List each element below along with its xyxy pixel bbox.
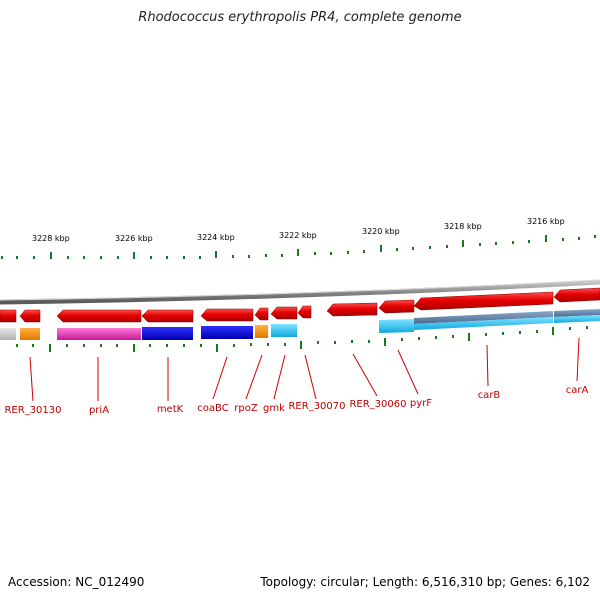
gene-label: rpoZ (234, 403, 258, 414)
genome-backbone (0, 279, 600, 305)
gene-arrow (413, 291, 554, 311)
gene-label: RER_30060 (349, 399, 406, 410)
gene-label: RER_30070 (288, 401, 345, 412)
gene-arrow (326, 302, 378, 317)
gene-labels: RER_30130 priA metK coaBC rpoZ gmk RER_3… (4, 385, 588, 416)
gene-label: carA (566, 385, 589, 396)
gene-arrow (378, 299, 415, 314)
gene-block (414, 317, 553, 330)
leader-lines (29, 337, 580, 402)
gene-arrow (141, 309, 194, 323)
gene-label: gmk (263, 403, 285, 414)
gene-arrow (254, 307, 269, 321)
gene-label: pyrF (410, 398, 432, 409)
scale-label: 3226 kbp (115, 234, 153, 243)
forward-genes (0, 287, 600, 323)
gene-block (414, 311, 553, 324)
gene-block (20, 328, 40, 340)
scale-labels: 3228 kbp 3226 kbp 3224 kbp 3222 kbp 3220… (32, 217, 565, 243)
genome-title: Rhodococcus erythropolis PR4, complete g… (138, 10, 462, 25)
gene-block (57, 328, 141, 340)
genome-stats-text: Topology: circular; Length: 6,516,310 bp… (260, 575, 590, 589)
gene-block (379, 319, 414, 333)
gene-block (554, 315, 600, 323)
gene-block (271, 324, 297, 337)
gene-arrow (56, 309, 142, 323)
gene-arrow (19, 309, 41, 323)
gene-block (201, 326, 253, 339)
scale-label: 3218 kbp (444, 222, 482, 231)
scale-ticks (1, 235, 596, 259)
gene-arrow (270, 306, 298, 320)
gene-arrow (553, 287, 600, 303)
reverse-genes (0, 309, 600, 340)
gene-label: coaBC (197, 403, 228, 414)
gene-block (0, 328, 16, 340)
gene-label: RER_30130 (4, 405, 61, 416)
gene-block (255, 325, 268, 338)
scale-label: 3224 kbp (197, 233, 235, 242)
lower-ticks (16, 326, 588, 352)
gene-arrow (297, 305, 312, 319)
gene-block (554, 309, 600, 317)
gene-arrow (200, 308, 254, 322)
gene-label: priA (89, 405, 109, 416)
scale-label: 3228 kbp (32, 234, 70, 243)
scale-label: 3216 kbp (527, 217, 565, 226)
scale-label: 3220 kbp (362, 227, 400, 236)
gene-label: carB (478, 390, 501, 401)
accession-text: Accession: NC_012490 (8, 575, 145, 589)
gene-label: metK (157, 404, 184, 415)
gene-block (142, 327, 193, 340)
gene-arrow (0, 309, 17, 323)
scale-label: 3222 kbp (279, 231, 317, 240)
